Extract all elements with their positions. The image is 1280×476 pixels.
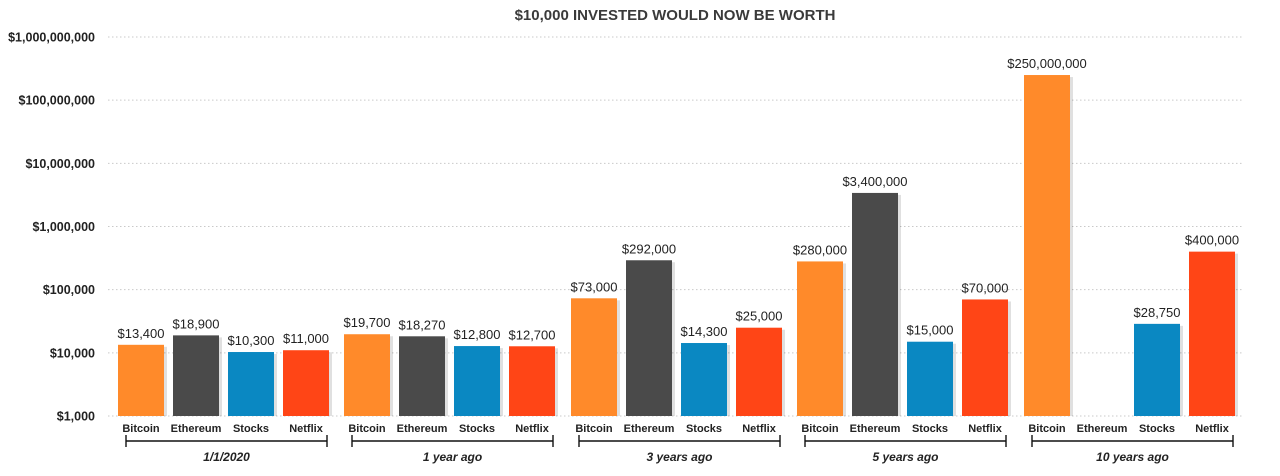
data-label: $18,270	[399, 317, 446, 332]
x-category-label: Bitcoin	[575, 423, 613, 435]
bar-ethereum-3-years-ago	[626, 260, 672, 416]
x-category-label: Ethereum	[1077, 423, 1128, 435]
data-label: $250,000,000	[1007, 56, 1087, 71]
x-category-label: Stocks	[1139, 423, 1175, 435]
y-tick-label: $1,000,000,000	[8, 31, 95, 45]
chart-title: $10,000 INVESTED WOULD NOW BE WORTH	[515, 7, 836, 24]
data-label: $280,000	[793, 242, 847, 257]
data-label: $400,000	[1185, 233, 1239, 248]
y-tick-label: $1,000,000	[32, 220, 95, 234]
bar-bitcoin-1-year-ago	[344, 334, 390, 416]
bar-stocks-3-years-ago	[681, 343, 727, 416]
bar-bitcoin-3-years-ago	[571, 298, 617, 416]
bar-netflix-1-1-2020	[283, 350, 329, 416]
x-category-label: Stocks	[459, 423, 495, 435]
group-bracket	[1031, 435, 1234, 447]
x-category-label: Bitcoin	[348, 423, 386, 435]
y-tick-label: $10,000	[50, 346, 95, 360]
data-label: $15,000	[907, 323, 954, 338]
data-label: $25,000	[736, 309, 783, 324]
data-label: $292,000	[622, 241, 676, 256]
data-label: $14,300	[681, 324, 728, 339]
data-label: $3,400,000	[842, 174, 907, 189]
group-label: 10 years ago	[1096, 450, 1169, 464]
bar-bitcoin-10-years-ago	[1024, 75, 1070, 416]
group-label: 3 years ago	[646, 450, 712, 464]
y-tick-label: $100,000,000	[19, 94, 96, 108]
x-category-label: Netflix	[968, 423, 1003, 435]
bar-stocks-1-year-ago	[454, 346, 500, 416]
x-category-label: Netflix	[289, 423, 324, 435]
x-category-label: Netflix	[1195, 423, 1230, 435]
x-category-label: Ethereum	[850, 423, 901, 435]
data-label: $13,400	[118, 326, 165, 341]
x-category-label: Stocks	[912, 423, 948, 435]
x-axis: Bitcoin Ethereum Stocks Netflix 1/1/2020 Bitc…	[122, 423, 1234, 464]
data-label: $19,700	[344, 315, 391, 330]
bar-ethereum-1-year-ago	[399, 336, 445, 416]
bar-stocks-5-years-ago	[907, 341, 953, 416]
bar-stocks-1-1-2020	[228, 352, 274, 416]
data-label: $73,000	[571, 279, 618, 294]
data-label: $18,900	[173, 316, 220, 331]
bar-ethereum-5-years-ago	[852, 192, 898, 416]
x-category-label: Bitcoin	[801, 423, 839, 435]
y-axis-ticks: $1,000,000,000 $100,000,000 $10,000,000 $1,…	[8, 31, 95, 424]
group-label: 5 years ago	[872, 450, 938, 464]
group-label: 1/1/2020	[203, 450, 250, 464]
bar-stocks-10-years-ago	[1134, 323, 1180, 416]
bar-ethereum-1-1-2020	[173, 335, 219, 416]
x-category-label: Ethereum	[624, 423, 675, 435]
data-label: $70,000	[962, 280, 1009, 295]
bar-netflix-3-years-ago	[736, 327, 782, 416]
group-label: 1 year ago	[423, 450, 482, 464]
y-tick-label: $100,000	[43, 283, 95, 297]
x-category-label: Netflix	[742, 423, 777, 435]
data-label: $11,000	[283, 331, 329, 346]
data-label: $12,800	[454, 327, 501, 342]
group-bracket	[125, 435, 328, 447]
group-bracket	[804, 435, 1007, 447]
x-category-label: Stocks	[233, 423, 269, 435]
bar-bitcoin-5-years-ago	[797, 261, 843, 416]
group-bracket	[351, 435, 554, 447]
bars	[118, 75, 1238, 416]
data-label: $10,300	[228, 333, 275, 348]
x-category-label: Ethereum	[397, 423, 448, 435]
bar-bitcoin-1-1-2020	[118, 344, 164, 416]
bar-netflix-1-year-ago	[509, 346, 555, 416]
x-category-label: Bitcoin	[122, 423, 160, 435]
x-category-label: Netflix	[515, 423, 550, 435]
x-category-label: Stocks	[686, 423, 722, 435]
bar-netflix-10-years-ago	[1189, 251, 1235, 416]
x-category-label: Ethereum	[171, 423, 222, 435]
data-label: $28,750	[1134, 305, 1181, 320]
group-bracket	[578, 435, 781, 447]
y-tick-label: $1,000	[57, 410, 95, 424]
value-labels: $13,400 $18,900 $10,300 $11,000 $19,700 $18,2…	[118, 56, 1240, 348]
y-tick-label: $10,000,000	[25, 157, 95, 171]
bar-netflix-5-years-ago	[962, 299, 1008, 416]
x-category-label: Bitcoin	[1028, 423, 1066, 435]
data-label: $12,700	[509, 327, 556, 342]
